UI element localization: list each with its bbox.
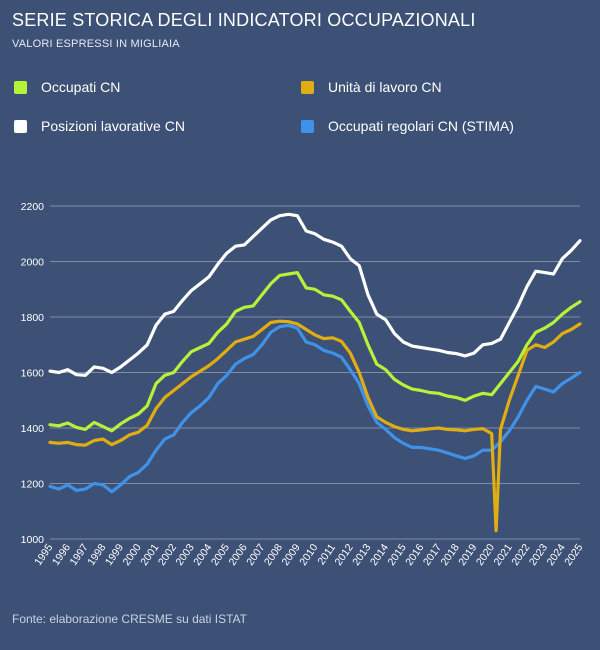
chart-subtitle: VALORI ESPRESSI IN MIGLIAIA (12, 38, 180, 50)
x-tick-label: 2013 (350, 542, 373, 568)
series-line-2 (48, 319, 582, 533)
legend-item-unita: Unità di lavoro CN (301, 79, 442, 95)
legend-label-unita: Unità di lavoro CN (328, 79, 442, 95)
x-tick-label: 2001 (138, 542, 161, 568)
x-tick-label: 1999 (103, 542, 126, 568)
legend-item-occupati: Occupati CN (14, 79, 120, 95)
legend-swatch-regolari (301, 119, 314, 133)
x-tick-label: 2006 (227, 542, 250, 568)
grid-layer (50, 205, 580, 540)
x-tick-label: 2009 (280, 542, 303, 568)
x-tick-label: 2016 (403, 542, 426, 568)
chart-title: SERIE STORICA DEGLI INDICATORI OCCUPAZIO… (12, 10, 476, 30)
x-tick-label: 2002 (156, 542, 179, 568)
legend-item-regolari: Occupati regolari CN (STIMA) (301, 118, 514, 134)
x-tick-label: 2015 (386, 542, 409, 568)
series-layer (48, 212, 582, 533)
x-tick-label: 2025 (562, 542, 585, 568)
series-line-3 (48, 323, 582, 494)
x-tick-label: 2022 (509, 542, 532, 568)
x-axis: 1995199619971998199920002001200220032004… (32, 542, 585, 568)
x-tick-label: 2024 (545, 542, 568, 568)
y-tick-label: 2000 (21, 257, 45, 269)
legend-label-regolari: Occupati regolari CN (STIMA) (328, 118, 514, 134)
x-tick-label: 2004 (191, 542, 214, 568)
x-tick-label: 1998 (85, 542, 108, 568)
x-tick-label: 2017 (421, 542, 444, 568)
y-tick-label: 1400 (21, 423, 45, 435)
x-tick-label: 2020 (474, 542, 497, 568)
legend-swatch-posizioni (14, 119, 27, 133)
legend-item-posizioni: Posizioni lavorative CN (14, 118, 185, 134)
x-tick-label: 2007 (244, 542, 267, 568)
x-tick-label: 2000 (121, 542, 144, 568)
x-tick-label: 2010 (297, 542, 320, 568)
legend-label-posizioni: Posizioni lavorative CN (41, 118, 185, 134)
y-tick-label: 1000 (21, 534, 45, 546)
y-axis: 1000 1200 1400 1600 1800 2000 2200 (21, 201, 45, 546)
x-tick-label: 1996 (50, 542, 73, 568)
legend-swatch-occupati (14, 80, 27, 94)
legend-swatch-unita (301, 80, 314, 94)
series-line-0 (48, 271, 582, 433)
x-tick-label: 2021 (492, 542, 515, 568)
x-tick-label: 2008 (262, 542, 285, 568)
x-tick-label: 2018 (439, 542, 462, 568)
series-line-1 (48, 212, 582, 377)
x-tick-label: 2019 (456, 542, 479, 568)
x-tick-label: 1997 (68, 542, 91, 568)
x-tick-label: 2005 (209, 542, 232, 568)
x-tick-label: 2003 (174, 542, 197, 568)
x-tick-label: 2012 (333, 542, 356, 568)
x-tick-label: 2014 (368, 542, 391, 568)
y-tick-label: 1800 (21, 312, 45, 324)
y-tick-label: 2200 (21, 201, 45, 213)
legend-label-occupati: Occupati CN (41, 79, 121, 95)
x-tick-label: 2023 (527, 542, 550, 568)
y-tick-label: 1200 (21, 479, 45, 491)
y-tick-label: 1600 (21, 368, 45, 380)
source-note: Fonte: elaborazione CRESME su dati ISTAT (12, 612, 247, 626)
